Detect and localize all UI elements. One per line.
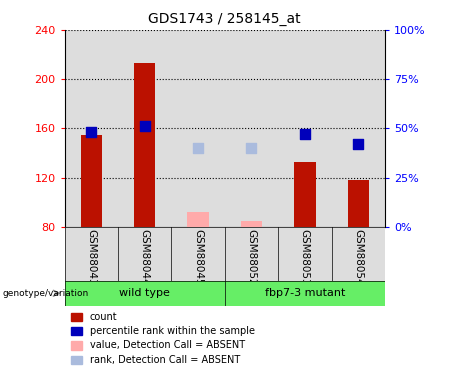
Text: value, Detection Call = ABSENT: value, Detection Call = ABSENT (90, 340, 245, 350)
Bar (278, 227, 331, 281)
Bar (348, 180, 369, 227)
Bar (225, 30, 278, 227)
Bar (294, 162, 315, 227)
Bar (225, 281, 385, 306)
Bar (65, 227, 118, 281)
Text: GSM88052: GSM88052 (247, 228, 256, 285)
Point (248, 145, 255, 151)
Bar (225, 227, 278, 281)
Bar (65, 281, 225, 306)
Bar (118, 227, 171, 281)
Text: GSM88043: GSM88043 (86, 228, 96, 285)
Bar (171, 30, 225, 227)
Point (88, 129, 95, 135)
Text: fbp7-3 mutant: fbp7-3 mutant (265, 288, 345, 298)
Text: wild type: wild type (119, 288, 170, 298)
Text: genotype/variation: genotype/variation (2, 289, 89, 298)
Bar (331, 227, 385, 281)
Bar (81, 135, 102, 227)
Point (195, 145, 202, 151)
Text: GSM88045: GSM88045 (193, 228, 203, 285)
Text: GSM88054: GSM88054 (353, 228, 363, 285)
Bar (278, 30, 331, 227)
Bar (118, 30, 171, 227)
Point (301, 131, 308, 137)
Bar (65, 30, 118, 227)
Text: GSM88044: GSM88044 (140, 228, 150, 285)
Bar (331, 30, 385, 227)
Bar (134, 63, 155, 227)
Text: rank, Detection Call = ABSENT: rank, Detection Call = ABSENT (90, 355, 240, 364)
Bar (241, 221, 262, 227)
Text: GSM88053: GSM88053 (300, 228, 310, 285)
Point (141, 123, 148, 129)
Bar (187, 212, 209, 227)
Point (355, 141, 362, 147)
Title: GDS1743 / 258145_at: GDS1743 / 258145_at (148, 12, 301, 26)
Bar (171, 227, 225, 281)
Text: count: count (90, 312, 118, 322)
Text: percentile rank within the sample: percentile rank within the sample (90, 326, 255, 336)
